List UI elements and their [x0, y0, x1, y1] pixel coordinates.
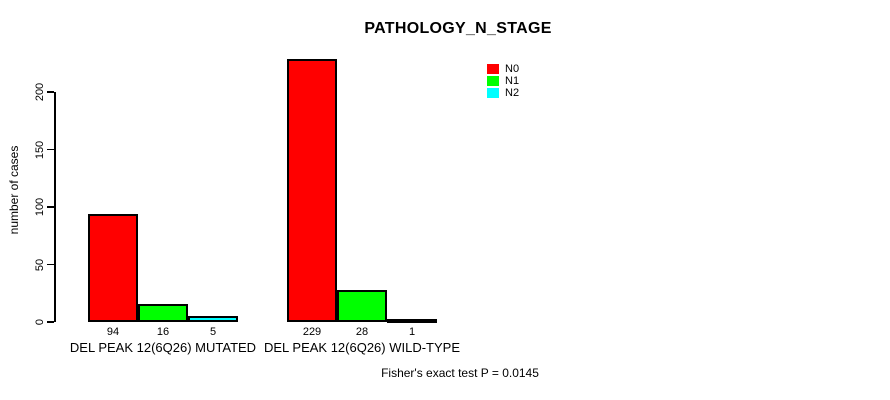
legend-item-n1: N1	[487, 75, 519, 87]
y-axis-line	[54, 92, 56, 322]
bar-value-label: 5	[209, 326, 217, 338]
bar-value-label: 229	[302, 326, 322, 338]
legend-label: N1	[505, 74, 520, 87]
y-tick-label: 150	[34, 140, 46, 159]
legend-label: N2	[505, 86, 520, 99]
bar-n0-group1	[88, 214, 138, 322]
y-tick-label: 200	[34, 82, 46, 102]
y-tick-label: 100	[34, 197, 46, 217]
bar-n0-group2	[287, 59, 337, 322]
chart-title: PATHOLOGY_N_STAGE	[364, 20, 552, 37]
y-tick	[47, 206, 54, 208]
y-axis-label: number of cases	[7, 145, 21, 235]
y-tick-label: 50	[34, 258, 46, 271]
legend-item-n2: N2	[487, 87, 519, 99]
legend-label: N0	[505, 62, 520, 75]
y-tick-label: 0	[34, 318, 46, 326]
y-tick	[47, 263, 54, 266]
annotation-text: Fisher's exact test P = 0.0145	[381, 366, 539, 380]
y-tick	[47, 91, 54, 93]
bar-value-label: 16	[156, 326, 170, 338]
bar-n1-group2	[337, 290, 387, 322]
bar-value-label: 1	[408, 326, 416, 338]
bar-value-label: 94	[106, 326, 120, 338]
bar-n2-group2	[387, 319, 437, 323]
y-tick	[47, 148, 54, 151]
legend-swatch-n1	[487, 76, 499, 86]
y-tick	[47, 321, 54, 323]
category-label: DEL PEAK 12(6Q26) MUTATED	[69, 340, 257, 355]
legend-item-n0: N0	[487, 63, 519, 75]
legend: N0 N1 N2	[487, 63, 519, 99]
bar-n2-group1	[188, 316, 238, 322]
legend-swatch-n0	[487, 64, 499, 74]
bar-n1-group1	[138, 304, 188, 322]
category-label: DEL PEAK 12(6Q26) WILD-TYPE	[263, 340, 461, 355]
legend-swatch-n2	[487, 88, 499, 98]
bar-value-label: 28	[355, 326, 369, 338]
